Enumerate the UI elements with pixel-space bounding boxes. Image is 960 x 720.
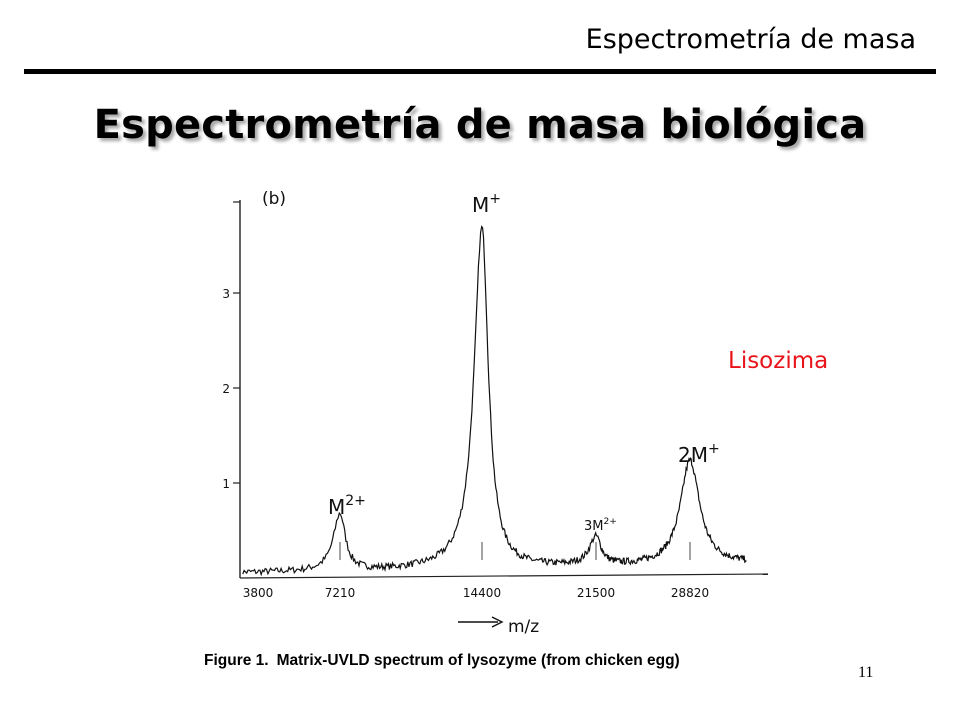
figure-caption-text: Matrix-UVLD spectrum of lysozyme (from c… [277,652,680,669]
peak-label-ion: 3M [584,519,604,534]
x-ticks: 3800 7210 14400 21500 28820 [243,542,709,600]
figure-caption: Figure 1. Matrix-UVLD spectrum of lysozym… [204,652,680,669]
x-tick-label: 14400 [463,586,501,600]
x-tick-label: 21500 [577,586,615,600]
peak-label-charge: + [708,441,720,457]
header-rule [24,69,936,74]
y-tick-label: 2 [222,382,230,396]
y-tick-label: 1 [222,477,230,491]
slide-number: 11 [858,664,874,681]
figure-caption-label: Figure 1. [204,652,269,669]
x-axis-label: m/z [508,617,539,637]
peak-label-ion: 2M [678,443,708,467]
peak-label: M+ [472,191,501,217]
xlabel-arrow-head [491,616,504,628]
panel-label: (b) [262,189,286,209]
slide-header: Espectrometría de masa [585,24,916,55]
slide-title: Espectrometría de masa biológica [93,102,867,148]
x-tick-label: 7210 [325,586,356,600]
peak-label-charge: 2+ [345,493,366,509]
x-tick-label: 3800 [243,586,274,600]
peak-labels: M2+M+3M2+2M+ [328,191,720,534]
x-tick-label: 28820 [671,586,709,600]
peak-label-ion: M [472,193,489,217]
peak-label-ion: M [328,495,345,519]
y-ticks: 1 2 3 [222,287,240,491]
peak-label: 3M2+ [584,517,617,534]
peak-label: 2M+ [678,441,720,467]
lysozyme-annotation: Lisozima [728,348,829,374]
x-axis [239,573,769,579]
y-tick-label: 3 [222,287,230,301]
peak-label-charge: 2+ [604,517,617,527]
spectrum-line [242,225,747,577]
peak-label: M2+ [328,493,366,519]
peak-label-charge: + [489,191,501,207]
